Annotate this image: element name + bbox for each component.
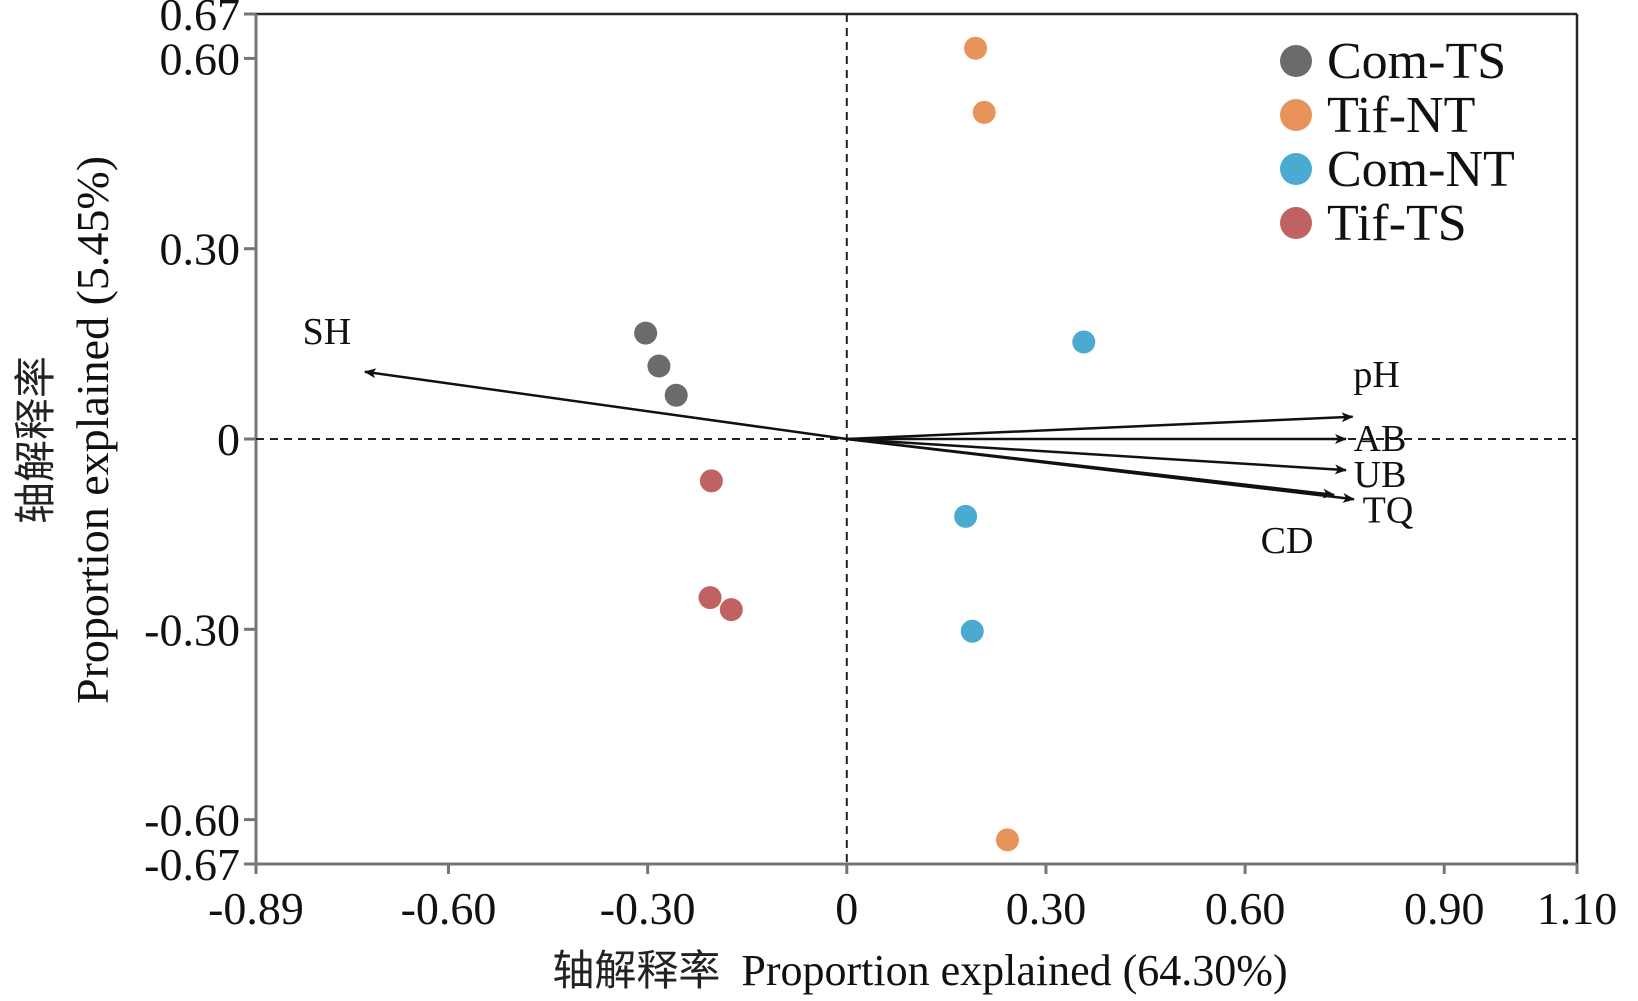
x-tick-label: 0.60 [1205,883,1286,934]
x-tick-label: 1.10 [1537,883,1618,934]
vector-arrow-ub [846,437,1347,475]
vector-label-sh: SH [303,311,352,353]
point-tif-ts [699,469,723,493]
point-tif-ts [719,598,743,622]
point-com-nt [1072,330,1096,354]
legend-label-com-nt: Com-NT [1327,141,1515,198]
point-com-nt [960,619,984,643]
y-tick-label: 0.60 [160,33,241,84]
vector-arrow-cd [846,437,1336,499]
vector-label-ph: pH [1353,354,1399,396]
x-tick-label: 0.30 [1006,883,1087,934]
vector-label-ub: UB [1354,454,1407,496]
y-axis-label-cn-group: 轴解释率 [11,356,60,524]
y-tick-label: 0.30 [160,224,241,275]
point-tif-nt [964,36,988,60]
x-tick-label: 0 [835,883,858,934]
legend-marker-tif-ts [1280,207,1312,239]
y-tick-label: -0.67 [144,839,240,890]
x-tick-label: -0.89 [208,883,304,934]
point-com-ts [634,321,658,345]
vector-label-tq: TQ [1363,489,1414,531]
vector-arrow-ph [846,412,1354,441]
vector-arrow-sh [363,368,847,441]
x-axis-label: 轴解释率 Proportion explained (64.30%) [552,946,1287,995]
point-tif-nt [995,828,1019,852]
y-tick-label: -0.60 [144,795,240,846]
y-axis-label-en-group: Proportion explained (5.45%) [67,156,118,704]
y-axis-ticks: 0.670.60 0.30 0 -0.30 -0.60-0.67 [144,0,256,890]
point-com-nt [954,504,978,528]
point-tif-nt [972,100,996,124]
y-axis-label-en: Proportion explained (5.45%) [67,156,118,704]
point-com-ts [647,354,671,378]
x-tick-label: 0.90 [1404,883,1485,934]
legend-marker-com-ts [1280,45,1312,77]
legend-marker-com-nt [1280,153,1312,185]
x-axis-ticks: -0.89 -0.60 -0.30 0 0.30 0.60 0.90 1.10 [208,864,1617,934]
y-tick-label: 0.67 [160,0,241,40]
x-tick-label: -0.60 [401,883,497,934]
y-tick-label: 0 [217,414,240,465]
x-tick-label: -0.30 [600,883,696,934]
y-axis-label-cn: 轴解释率 [11,356,60,524]
vector-label-cd: CD [1261,520,1314,562]
sample-points [634,36,1096,852]
legend-label-tif-nt: Tif-NT [1327,87,1475,144]
x-axis-label-cn: 轴解释率 [552,946,720,995]
point-tif-ts [698,586,722,610]
point-com-ts [664,383,688,407]
vector-label-ab: AB [1354,418,1407,460]
x-axis-label-en: Proportion explained (64.30%) [741,946,1287,995]
legend-label-com-ts: Com-TS [1327,33,1506,90]
y-tick-label: -0.30 [144,604,240,655]
legend-label-tif-ts: Tif-TS [1327,195,1467,252]
legend-marker-tif-nt [1280,99,1312,131]
